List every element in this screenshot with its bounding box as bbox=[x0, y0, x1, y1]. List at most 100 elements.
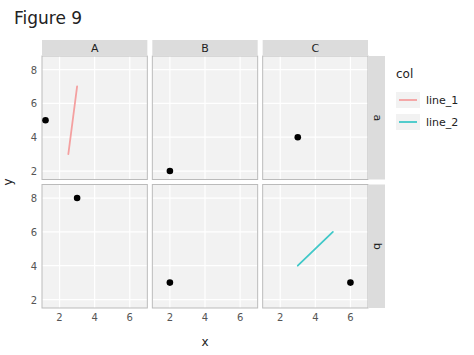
column-strip-label: A bbox=[91, 42, 99, 55]
y-tick-label: 4 bbox=[31, 261, 37, 272]
x-tick-label: 6 bbox=[237, 312, 243, 323]
x-grid-line bbox=[280, 56, 281, 180]
panel-background bbox=[42, 185, 147, 309]
panel bbox=[152, 185, 257, 309]
y-grid-line bbox=[263, 231, 368, 232]
legend-title: col bbox=[396, 67, 413, 81]
panel-data bbox=[167, 279, 174, 286]
column-strip bbox=[42, 40, 147, 55]
y-grid-line bbox=[42, 69, 147, 70]
y-grid-line bbox=[152, 197, 257, 198]
panel-data bbox=[167, 168, 174, 175]
y-tick-label: 4 bbox=[31, 132, 37, 143]
y-tick-label: 6 bbox=[31, 227, 37, 238]
panel-frame bbox=[42, 185, 147, 309]
y-grid-line bbox=[152, 103, 257, 104]
y-grid-line bbox=[42, 299, 147, 300]
x-grid-line bbox=[59, 185, 60, 309]
panel-data bbox=[42, 86, 77, 154]
y-grid-line bbox=[263, 69, 368, 70]
y-tick-label: 8 bbox=[31, 193, 37, 204]
legend-label: line_1 bbox=[426, 94, 458, 107]
y-grid-line bbox=[42, 231, 147, 232]
x-tick-label: 4 bbox=[202, 312, 208, 323]
x-grid-line bbox=[59, 56, 60, 180]
panel-background bbox=[42, 56, 147, 180]
segment bbox=[68, 86, 77, 154]
panel-background bbox=[263, 56, 368, 180]
panel bbox=[152, 56, 257, 180]
y-grid-line bbox=[263, 299, 368, 300]
panel-frame bbox=[152, 56, 257, 180]
panel-background bbox=[152, 56, 257, 180]
y-grid-line bbox=[42, 137, 147, 138]
x-grid-line bbox=[94, 185, 95, 309]
chart: Figure 9xy2468ABCa2468246246246bcolline_… bbox=[0, 0, 474, 355]
legend-swatch bbox=[399, 121, 417, 123]
point bbox=[167, 168, 174, 175]
legend-swatch bbox=[399, 99, 417, 101]
point bbox=[42, 117, 49, 124]
point bbox=[167, 279, 174, 286]
x-grid-line bbox=[240, 56, 241, 180]
x-grid-line bbox=[129, 56, 130, 180]
segment bbox=[298, 232, 333, 266]
x-axis-label: x bbox=[201, 335, 208, 349]
panel bbox=[263, 56, 368, 180]
y-tick-label: 2 bbox=[31, 295, 37, 306]
y-grid-line bbox=[263, 197, 368, 198]
y-grid-line bbox=[42, 197, 147, 198]
x-grid-line bbox=[315, 185, 316, 309]
panel-background bbox=[152, 185, 257, 309]
panel-data bbox=[294, 134, 301, 141]
x-grid-line bbox=[169, 56, 170, 180]
x-tick-label: 6 bbox=[127, 312, 133, 323]
y-grid-line bbox=[42, 103, 147, 104]
panel-data bbox=[74, 195, 81, 202]
panel-background bbox=[263, 185, 368, 309]
y-grid-line bbox=[263, 103, 368, 104]
x-grid-line bbox=[129, 185, 130, 309]
legend-label: line_2 bbox=[426, 116, 458, 129]
x-tick-label: 2 bbox=[167, 312, 173, 323]
y-tick-label: 8 bbox=[31, 65, 37, 76]
y-grid-line bbox=[152, 231, 257, 232]
x-grid-line bbox=[315, 56, 316, 180]
panel-frame bbox=[263, 185, 368, 309]
x-tick-label: 4 bbox=[91, 312, 97, 323]
x-grid-line bbox=[350, 56, 351, 180]
panel-frame bbox=[152, 185, 257, 309]
y-grid-line bbox=[42, 170, 147, 171]
row-strip-label: a bbox=[371, 114, 384, 121]
y-grid-line bbox=[42, 265, 147, 266]
panel-frame bbox=[42, 56, 147, 180]
x-tick-label: 4 bbox=[312, 312, 318, 323]
x-grid-line bbox=[94, 56, 95, 180]
point bbox=[74, 195, 81, 202]
y-grid-line bbox=[152, 69, 257, 70]
y-grid-line bbox=[152, 137, 257, 138]
column-strip bbox=[263, 40, 368, 55]
panel bbox=[42, 185, 147, 309]
y-tick-label: 6 bbox=[31, 98, 37, 109]
x-grid-line bbox=[280, 185, 281, 309]
row-strip bbox=[369, 185, 385, 309]
x-tick-label: 2 bbox=[56, 312, 62, 323]
row-strip bbox=[369, 56, 385, 180]
legend-swatch-box bbox=[396, 92, 420, 108]
row-strip-label: b bbox=[371, 243, 384, 250]
point bbox=[347, 279, 354, 286]
y-grid-line bbox=[263, 137, 368, 138]
y-grid-line bbox=[152, 299, 257, 300]
x-grid-line bbox=[350, 185, 351, 309]
title: Figure 9 bbox=[14, 8, 82, 28]
x-tick-label: 2 bbox=[277, 312, 283, 323]
panel bbox=[42, 56, 147, 180]
column-strip-label: B bbox=[201, 42, 209, 55]
legend: col line_1 line_2 bbox=[396, 67, 458, 130]
column-strip bbox=[152, 40, 257, 55]
column-strip-label: C bbox=[311, 42, 319, 55]
panel bbox=[263, 185, 368, 309]
panel-data bbox=[298, 232, 354, 286]
x-tick-label: 6 bbox=[347, 312, 353, 323]
